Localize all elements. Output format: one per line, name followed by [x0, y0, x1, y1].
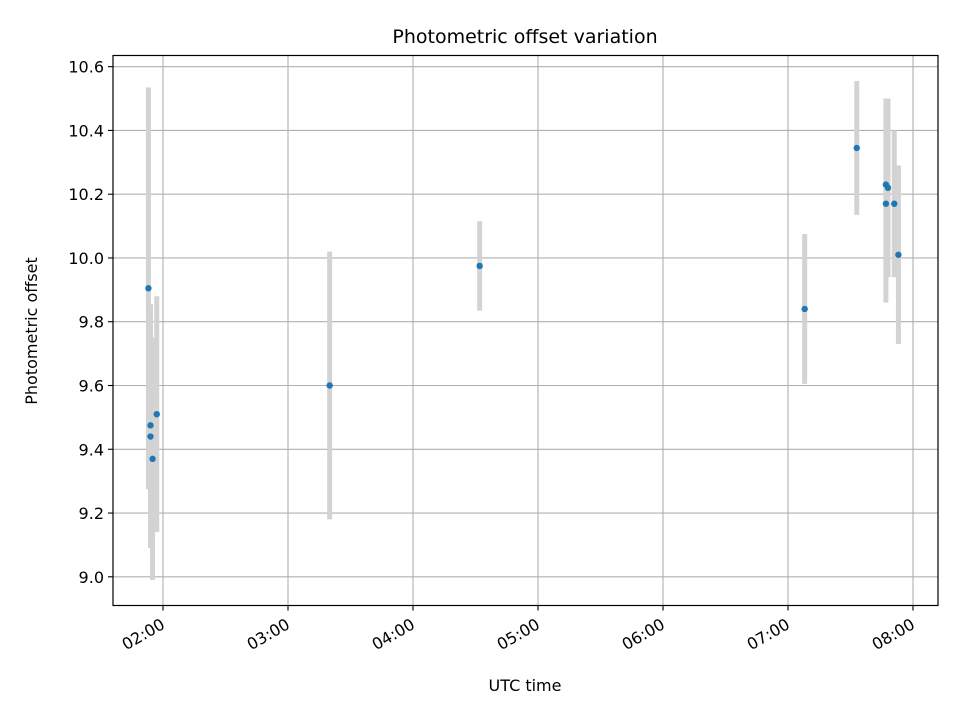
data-point: [145, 285, 152, 292]
data-point: [153, 410, 160, 418]
data-point: [882, 200, 890, 207]
data-point: [147, 433, 154, 440]
chart-title: Photometric offset variation: [392, 26, 657, 48]
y-tick-label: 9.2: [79, 504, 104, 523]
grid: [113, 55, 938, 606]
data-point: [326, 382, 333, 389]
data-point: [853, 144, 860, 152]
y-tick-label: 10.6: [68, 58, 104, 77]
y-axis-label: Photometric offset: [22, 257, 41, 405]
data-point: [476, 262, 483, 270]
data-point: [149, 455, 156, 463]
y-tick-label: 10.2: [68, 185, 104, 204]
y-tick-label: 9.8: [79, 313, 104, 332]
data-point: [895, 251, 902, 258]
data-point: [884, 184, 892, 192]
data-point: [147, 422, 154, 429]
y-tick-label: 9.6: [79, 377, 104, 396]
data-points: [145, 144, 902, 463]
y-tick-label: 9.4: [79, 440, 104, 459]
y-tick-label: 10.0: [68, 249, 104, 268]
y-tick-label: 9.0: [79, 568, 104, 587]
plot-frame: [112, 54, 939, 607]
x-axis-label: UTC time: [489, 676, 562, 695]
data-point: [891, 200, 898, 207]
data-point: [801, 305, 808, 313]
y-tick-label: 10.4: [68, 121, 104, 140]
